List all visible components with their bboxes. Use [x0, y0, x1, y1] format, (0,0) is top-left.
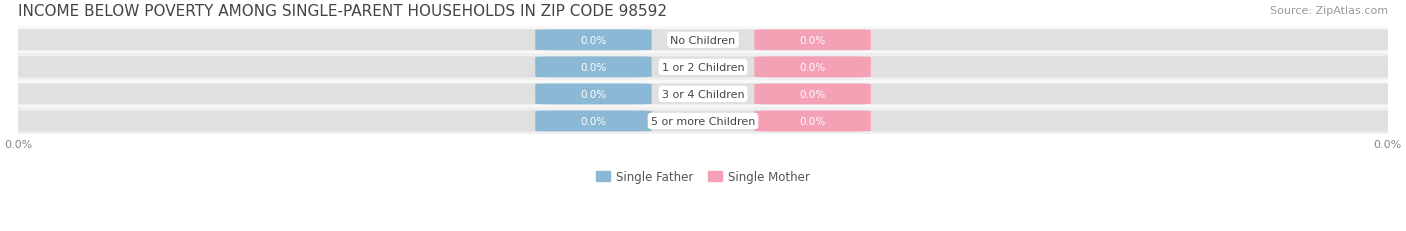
Text: 0.0%: 0.0%: [800, 90, 825, 100]
FancyBboxPatch shape: [536, 57, 651, 78]
Text: INCOME BELOW POVERTY AMONG SINGLE-PARENT HOUSEHOLDS IN ZIP CODE 98592: INCOME BELOW POVERTY AMONG SINGLE-PARENT…: [18, 4, 668, 19]
Text: 5 or more Children: 5 or more Children: [651, 116, 755, 126]
Bar: [18, 27, 1388, 54]
FancyBboxPatch shape: [0, 84, 1406, 105]
Text: 0.0%: 0.0%: [800, 116, 825, 126]
FancyBboxPatch shape: [755, 111, 870, 132]
FancyBboxPatch shape: [0, 30, 1406, 51]
Text: 0.0%: 0.0%: [800, 36, 825, 46]
Text: 3 or 4 Children: 3 or 4 Children: [662, 90, 744, 100]
Bar: [18, 108, 1388, 135]
Legend: Single Father, Single Mother: Single Father, Single Mother: [592, 166, 814, 188]
Bar: [18, 81, 1388, 108]
FancyBboxPatch shape: [755, 84, 870, 105]
Text: 0.0%: 0.0%: [581, 63, 606, 73]
Bar: [18, 54, 1388, 81]
FancyBboxPatch shape: [755, 57, 870, 78]
Text: 0.0%: 0.0%: [581, 36, 606, 46]
FancyBboxPatch shape: [536, 111, 651, 132]
FancyBboxPatch shape: [0, 111, 1406, 132]
Text: 0.0%: 0.0%: [581, 90, 606, 100]
Text: 1 or 2 Children: 1 or 2 Children: [662, 63, 744, 73]
Text: 0.0%: 0.0%: [800, 63, 825, 73]
FancyBboxPatch shape: [536, 30, 651, 51]
Text: No Children: No Children: [671, 36, 735, 46]
Text: 0.0%: 0.0%: [581, 116, 606, 126]
Text: Source: ZipAtlas.com: Source: ZipAtlas.com: [1270, 6, 1388, 16]
FancyBboxPatch shape: [0, 57, 1406, 78]
FancyBboxPatch shape: [536, 84, 651, 105]
FancyBboxPatch shape: [755, 30, 870, 51]
